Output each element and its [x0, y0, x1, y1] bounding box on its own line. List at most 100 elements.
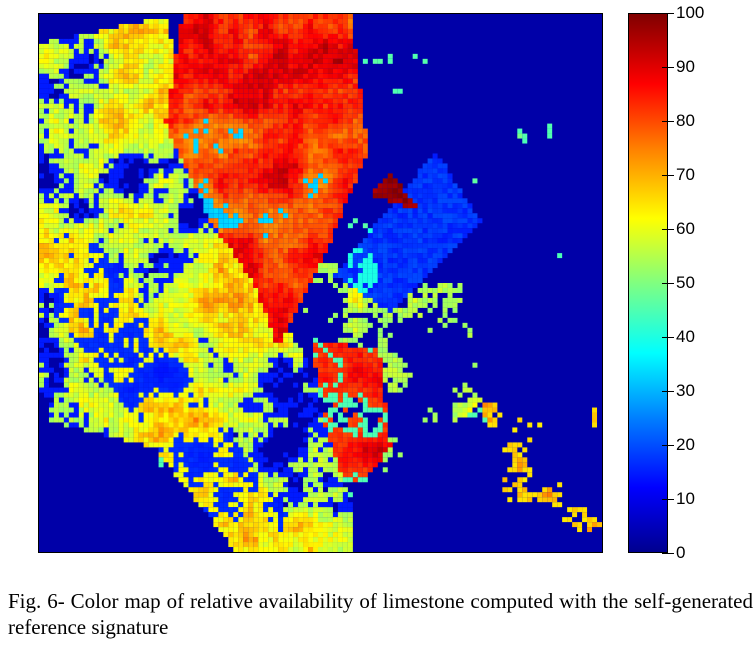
heatmap-cell: [258, 163, 264, 169]
heatmap-cell: [138, 372, 144, 378]
heatmap-cell: [193, 322, 199, 328]
heatmap-cell: [93, 203, 99, 209]
heatmap-cell: [352, 158, 358, 164]
heatmap-cell: [208, 342, 214, 348]
heatmap-cell: [203, 223, 209, 229]
heatmap-cell: [98, 103, 104, 109]
heatmap-cell: [88, 372, 94, 378]
heatmap-cell: [68, 233, 74, 239]
heatmap-cell: [432, 163, 438, 169]
heatmap-cell: [43, 123, 49, 129]
heatmap-cell: [188, 268, 194, 274]
heatmap-cell: [233, 123, 239, 129]
heatmap-cell: [362, 377, 368, 383]
heatmap-cell: [208, 357, 214, 363]
heatmap-cell: [243, 158, 249, 164]
heatmap-cell: [208, 238, 214, 244]
heatmap-cell: [138, 292, 144, 298]
heatmap-cell: [258, 78, 264, 84]
heatmap-cell: [223, 273, 229, 279]
heatmap-cell: [138, 337, 144, 343]
heatmap-cell: [422, 248, 428, 254]
heatmap-cell: [352, 53, 358, 59]
heatmap-cell: [407, 188, 413, 194]
heatmap-cell: [93, 213, 99, 219]
heatmap-cell: [39, 58, 44, 64]
heatmap-cell: [283, 83, 289, 89]
heatmap-cell: [58, 208, 64, 214]
heatmap-cell: [208, 148, 214, 154]
heatmap-cell: [223, 158, 229, 164]
heatmap-cell: [233, 28, 239, 34]
heatmap-cell: [412, 208, 418, 214]
heatmap-cell: [178, 23, 184, 29]
heatmap-cell: [357, 362, 363, 368]
heatmap-cell: [352, 108, 358, 114]
heatmap-cell: [198, 28, 204, 34]
heatmap-cell: [108, 38, 114, 44]
heatmap-cell: [407, 372, 413, 378]
heatmap-cell: [123, 93, 129, 99]
heatmap-cell: [123, 58, 129, 64]
heatmap-cell: [467, 208, 473, 214]
heatmap-cell: [243, 317, 249, 323]
heatmap-cell: [203, 273, 209, 279]
heatmap-cell: [178, 138, 184, 144]
heatmap-cell: [78, 158, 84, 164]
heatmap-cell: [193, 263, 199, 269]
heatmap-cell: [173, 78, 179, 84]
heatmap-cell: [93, 153, 99, 159]
heatmap-cell: [248, 238, 254, 244]
heatmap-cell: [427, 228, 433, 234]
heatmap-cell: [233, 307, 239, 313]
heatmap-cell: [367, 372, 373, 378]
heatmap-cell: [233, 33, 239, 39]
heatmap-cell: [327, 103, 333, 109]
heatmap-cell: [208, 347, 214, 353]
heatmap-cell: [243, 173, 249, 179]
heatmap-cell: [158, 357, 164, 363]
heatmap-cell: [223, 113, 229, 119]
heatmap-cell: [372, 382, 378, 388]
heatmap-cell: [283, 238, 289, 244]
heatmap-cell: [238, 297, 244, 303]
heatmap-cell: [263, 198, 269, 204]
heatmap-cell: [173, 68, 179, 74]
heatmap-cell: [213, 223, 219, 229]
heatmap-cell: [342, 268, 348, 274]
heatmap-cell: [39, 133, 44, 139]
heatmap-cell: [253, 78, 259, 84]
heatmap-cell: [303, 58, 309, 64]
heatmap-cell: [258, 143, 264, 149]
heatmap-cell: [432, 238, 438, 244]
heatmap-cell: [123, 128, 129, 134]
heatmap-cell: [233, 273, 239, 279]
heatmap-cell: [372, 193, 378, 199]
heatmap-cell: [203, 307, 209, 313]
heatmap-cell: [153, 322, 159, 328]
heatmap-cell: [203, 253, 209, 259]
heatmap-cell: [148, 133, 154, 139]
heatmap-cell: [83, 307, 89, 313]
heatmap-cell: [108, 78, 114, 84]
heatmap-cell: [173, 103, 179, 109]
heatmap-cell: [208, 223, 214, 229]
heatmap-cell: [372, 263, 378, 269]
heatmap-cell: [318, 88, 323, 94]
heatmap-cell: [352, 113, 358, 119]
heatmap-cell: [258, 297, 264, 303]
heatmap-cell: [98, 33, 104, 39]
heatmap-cell: [158, 128, 164, 134]
heatmap-cell: [123, 218, 129, 224]
heatmap-plot: [38, 13, 603, 553]
heatmap-cell: [113, 317, 119, 323]
heatmap-cell: [163, 133, 169, 139]
heatmap-cell: [168, 367, 174, 373]
heatmap-cell: [402, 312, 408, 318]
heatmap-cell: [73, 178, 79, 184]
heatmap-cell: [203, 357, 209, 363]
heatmap-cell: [248, 78, 254, 84]
heatmap-cell: [432, 223, 438, 229]
heatmap-cell: [88, 387, 94, 393]
heatmap-cell: [303, 253, 309, 259]
